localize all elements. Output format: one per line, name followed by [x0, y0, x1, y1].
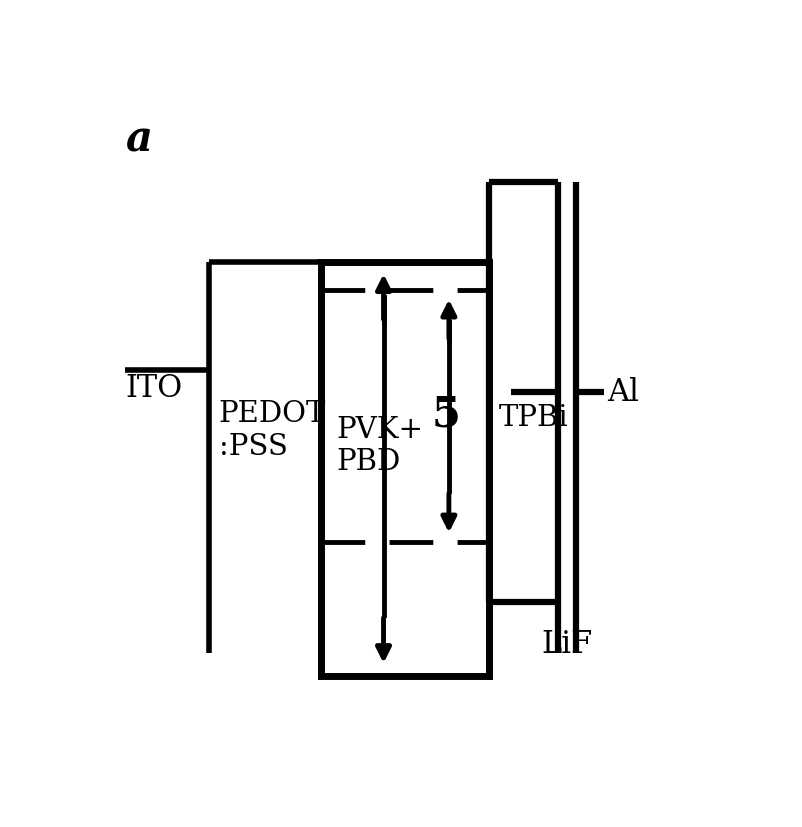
Text: PVK+
PBD: PVK+ PBD [337, 416, 423, 476]
Text: LiF: LiF [541, 629, 592, 660]
Text: Al: Al [607, 376, 638, 408]
Bar [321, 261, 488, 676]
Text: a: a [125, 118, 152, 160]
Text: TPBi: TPBi [498, 404, 568, 432]
Text: ITO: ITO [125, 373, 182, 404]
Text: PEDOT
:PSS: PEDOT :PSS [218, 400, 326, 461]
Text: 5: 5 [431, 394, 460, 436]
